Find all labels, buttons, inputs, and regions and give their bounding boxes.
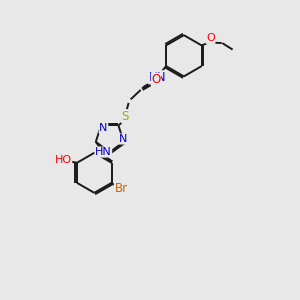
Text: O: O xyxy=(206,33,215,43)
Text: Br: Br xyxy=(115,182,128,195)
Text: N: N xyxy=(118,134,127,144)
Text: HN: HN xyxy=(95,147,112,157)
Text: N: N xyxy=(99,123,108,134)
Text: O: O xyxy=(152,73,160,86)
Text: HO: HO xyxy=(55,155,72,165)
Text: HN: HN xyxy=(148,71,166,84)
Text: S: S xyxy=(122,110,129,123)
